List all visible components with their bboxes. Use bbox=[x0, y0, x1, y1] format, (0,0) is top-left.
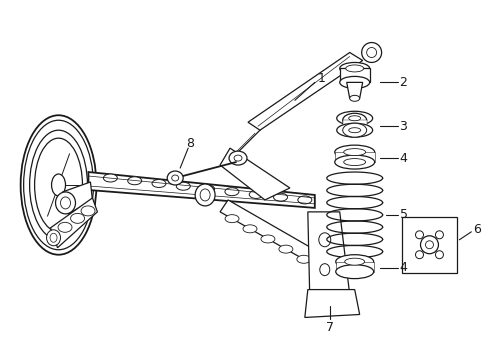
Ellipse shape bbox=[343, 159, 366, 166]
Ellipse shape bbox=[225, 215, 239, 222]
Ellipse shape bbox=[249, 190, 263, 198]
Text: 7: 7 bbox=[326, 321, 334, 334]
Ellipse shape bbox=[337, 111, 372, 125]
Text: 4: 4 bbox=[399, 152, 408, 165]
Ellipse shape bbox=[51, 174, 66, 196]
Ellipse shape bbox=[55, 192, 75, 214]
Polygon shape bbox=[220, 148, 290, 200]
Ellipse shape bbox=[152, 180, 166, 188]
Ellipse shape bbox=[336, 255, 374, 269]
Bar bbox=[335, 152, 375, 162]
Polygon shape bbox=[50, 198, 98, 248]
Ellipse shape bbox=[345, 258, 365, 265]
Ellipse shape bbox=[172, 175, 179, 181]
Ellipse shape bbox=[416, 251, 423, 259]
Ellipse shape bbox=[50, 233, 57, 242]
Ellipse shape bbox=[336, 265, 374, 279]
Ellipse shape bbox=[436, 251, 443, 259]
Ellipse shape bbox=[298, 196, 312, 204]
Ellipse shape bbox=[367, 48, 377, 58]
Ellipse shape bbox=[350, 95, 360, 101]
Ellipse shape bbox=[24, 120, 94, 250]
Ellipse shape bbox=[335, 145, 375, 159]
Ellipse shape bbox=[416, 231, 423, 239]
Ellipse shape bbox=[425, 241, 434, 249]
Ellipse shape bbox=[167, 171, 183, 185]
Ellipse shape bbox=[71, 213, 85, 223]
Ellipse shape bbox=[225, 188, 239, 196]
Text: 1: 1 bbox=[318, 72, 326, 85]
Ellipse shape bbox=[320, 264, 330, 276]
Ellipse shape bbox=[229, 151, 247, 165]
Ellipse shape bbox=[349, 128, 361, 133]
Polygon shape bbox=[308, 212, 350, 300]
Ellipse shape bbox=[279, 245, 293, 253]
Polygon shape bbox=[63, 182, 93, 214]
Ellipse shape bbox=[343, 149, 366, 156]
Text: 2: 2 bbox=[399, 76, 408, 89]
Polygon shape bbox=[89, 172, 315, 208]
Ellipse shape bbox=[103, 174, 118, 182]
Ellipse shape bbox=[315, 265, 329, 274]
Ellipse shape bbox=[340, 62, 369, 75]
Ellipse shape bbox=[340, 76, 369, 88]
Ellipse shape bbox=[261, 235, 275, 243]
Ellipse shape bbox=[47, 230, 61, 246]
Ellipse shape bbox=[343, 123, 367, 137]
Ellipse shape bbox=[61, 197, 71, 209]
Ellipse shape bbox=[346, 65, 364, 72]
Polygon shape bbox=[347, 82, 363, 98]
Polygon shape bbox=[305, 289, 360, 318]
Ellipse shape bbox=[436, 231, 443, 239]
Text: 3: 3 bbox=[399, 120, 408, 133]
Ellipse shape bbox=[420, 236, 439, 254]
Text: 5: 5 bbox=[399, 208, 408, 221]
Ellipse shape bbox=[335, 155, 375, 169]
Ellipse shape bbox=[35, 138, 82, 232]
Bar bbox=[401, 217, 457, 273]
Polygon shape bbox=[248, 53, 363, 130]
Ellipse shape bbox=[349, 116, 361, 121]
Ellipse shape bbox=[362, 42, 382, 62]
Text: 8: 8 bbox=[186, 137, 194, 150]
Ellipse shape bbox=[234, 155, 242, 161]
Ellipse shape bbox=[319, 233, 331, 247]
Ellipse shape bbox=[200, 189, 210, 201]
Bar bbox=[343, 120, 367, 130]
Ellipse shape bbox=[128, 177, 142, 185]
Ellipse shape bbox=[29, 130, 87, 240]
Ellipse shape bbox=[200, 185, 215, 193]
Ellipse shape bbox=[81, 206, 95, 216]
Text: 4: 4 bbox=[399, 261, 408, 274]
Ellipse shape bbox=[343, 113, 367, 127]
Bar bbox=[340, 68, 369, 82]
Ellipse shape bbox=[297, 255, 311, 263]
Polygon shape bbox=[220, 200, 346, 280]
Ellipse shape bbox=[243, 225, 257, 233]
Ellipse shape bbox=[337, 123, 372, 137]
Ellipse shape bbox=[176, 182, 190, 190]
Ellipse shape bbox=[195, 184, 215, 206]
Text: 6: 6 bbox=[473, 223, 481, 236]
Ellipse shape bbox=[58, 222, 72, 232]
Bar bbox=[336, 262, 374, 272]
Ellipse shape bbox=[273, 193, 288, 201]
